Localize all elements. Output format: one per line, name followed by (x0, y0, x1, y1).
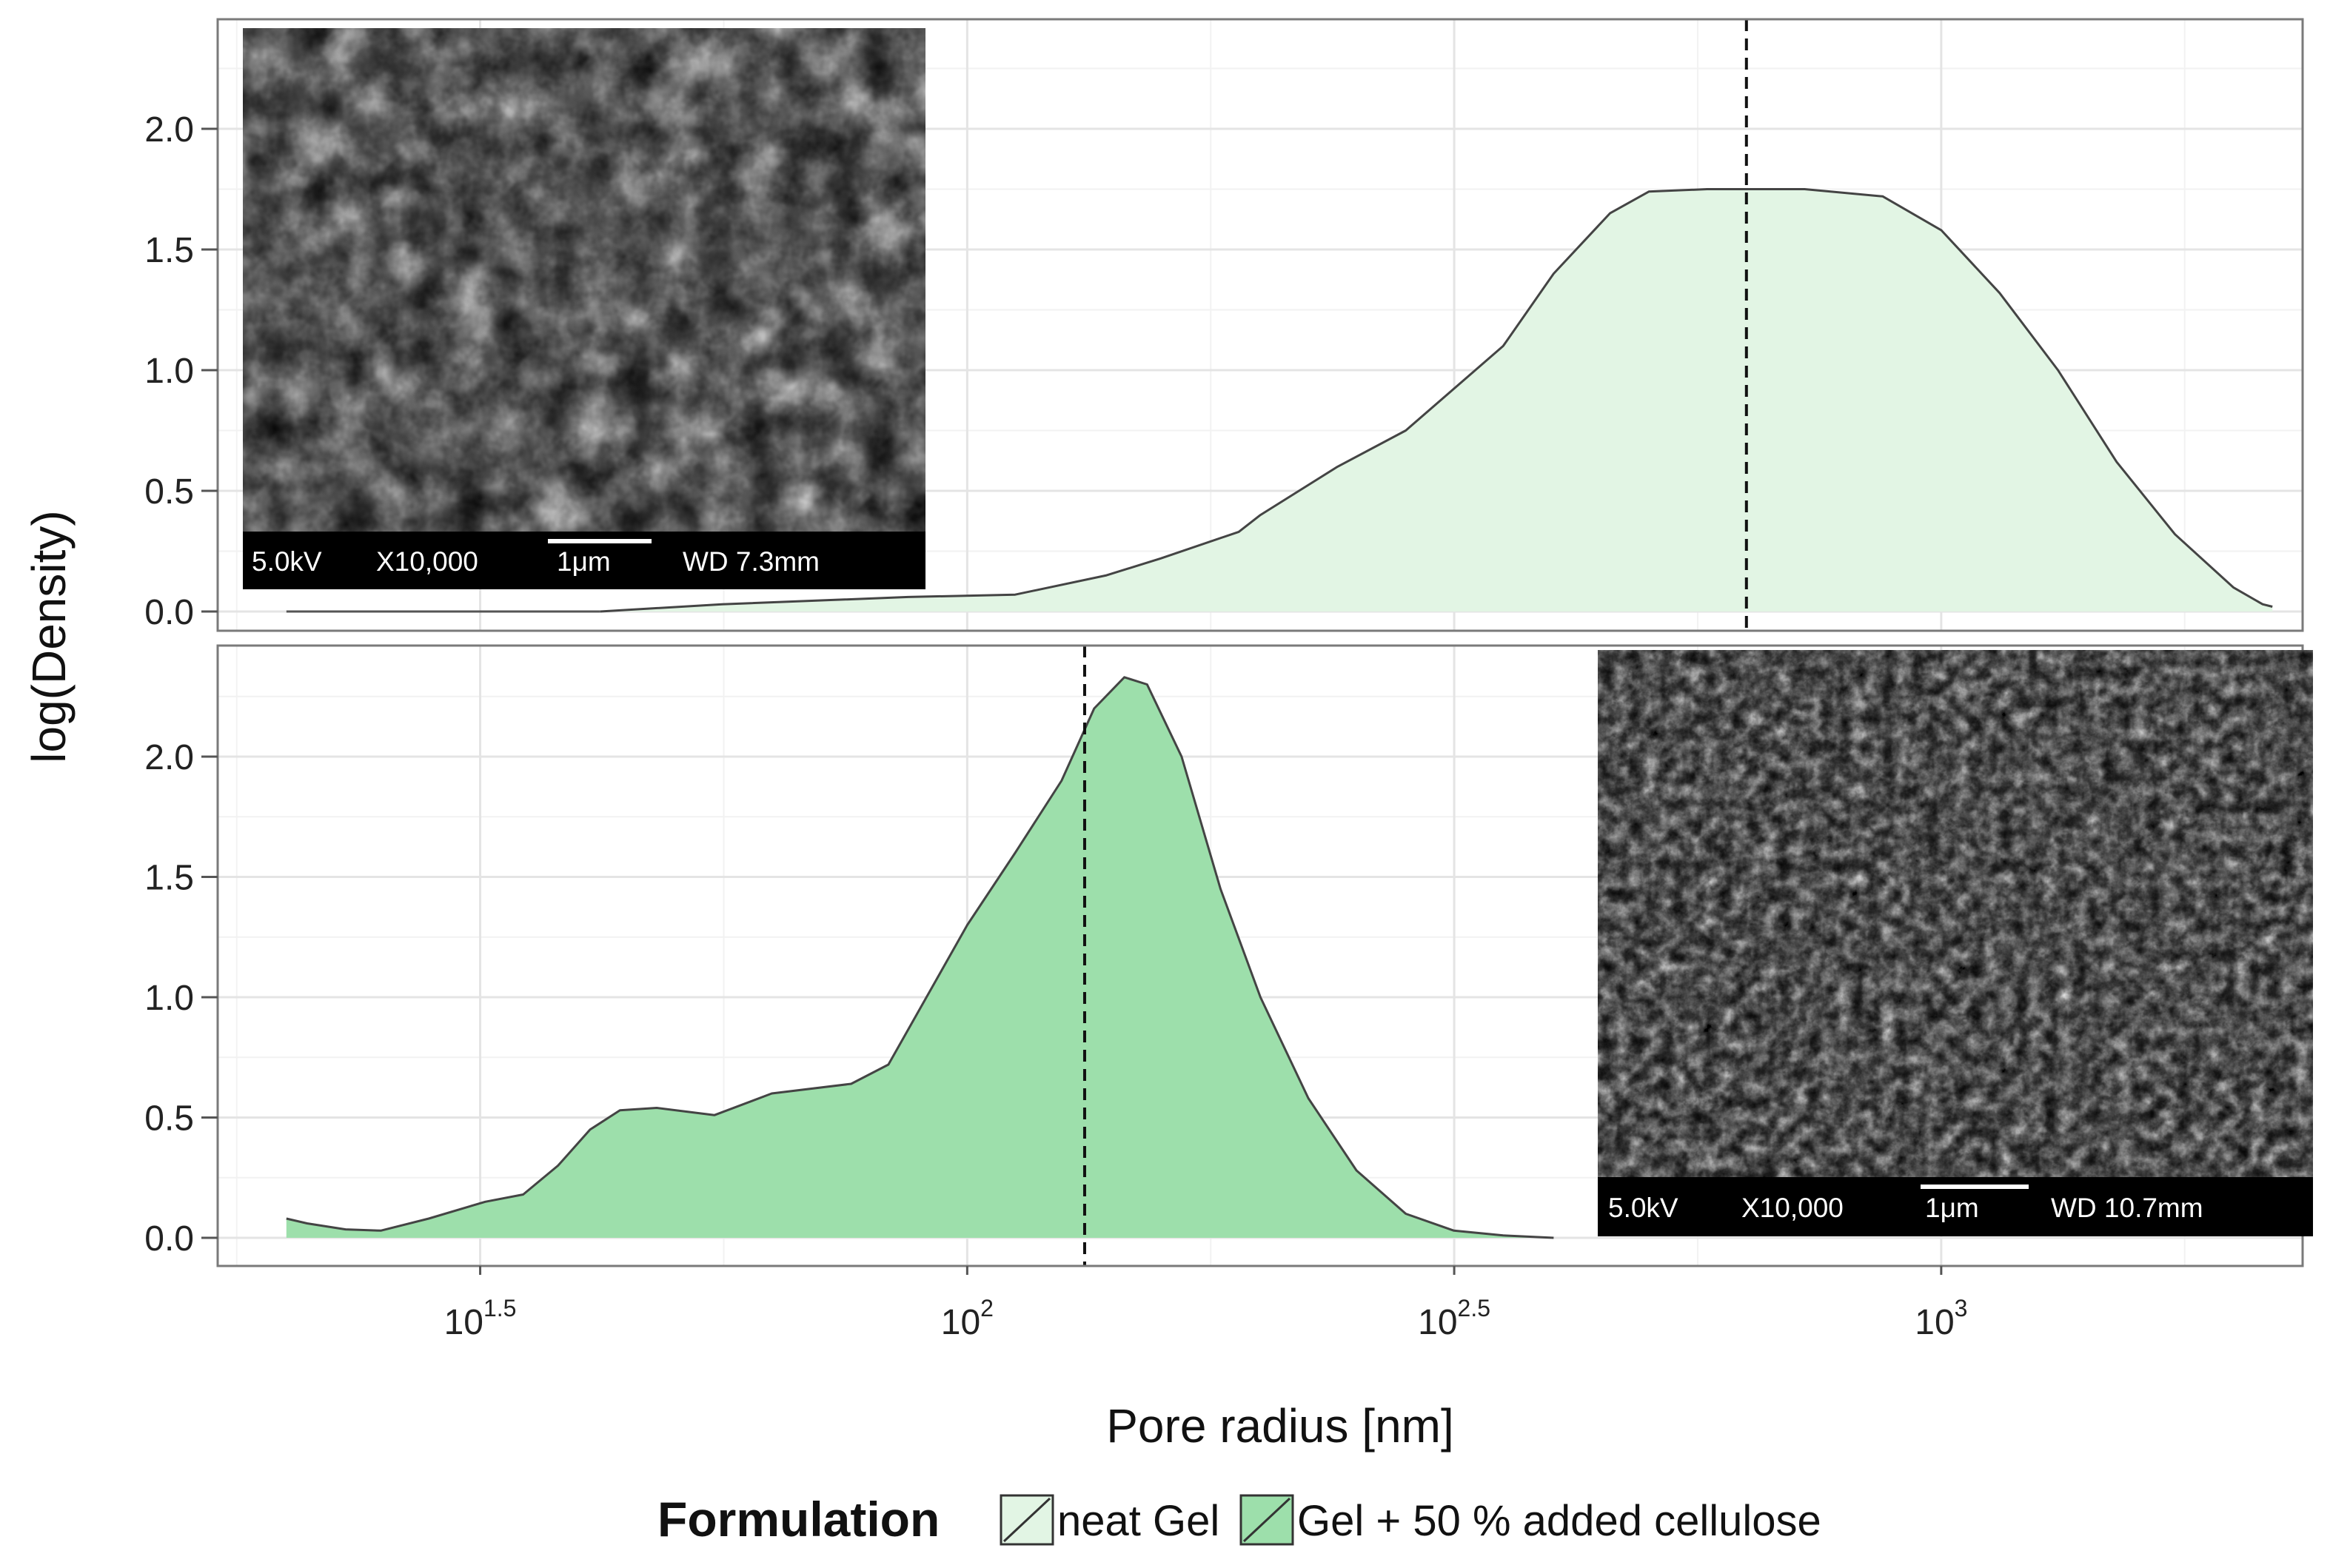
legend-title: Formulation (657, 1492, 940, 1547)
y-tick-label: 1.0 (144, 979, 194, 1018)
y-tick-labels: 0.0 0.5 1.0 1.5 2.0 0.0 0.5 1.0 1.5 2.0 (144, 110, 218, 1259)
y-axis-title: log(Density) (22, 510, 76, 763)
density-area (600, 189, 2273, 612)
sem-neat-kv: 5.0kV (252, 546, 322, 577)
sem-image-gel-cellulose: 5.0kV X10,000 1μm WD 10.7mm (1598, 650, 2313, 1236)
y-tick-label: 2.0 (144, 738, 194, 777)
x-tick-label: 102 (941, 1295, 994, 1342)
x-tick-label: 101.5 (444, 1295, 517, 1342)
density-area (286, 677, 1554, 1238)
x-tick-label: 103 (1915, 1295, 1967, 1342)
sem-cellulose-scalebar (1921, 1185, 2029, 1189)
y-tick-label: 2.0 (144, 110, 194, 150)
density-line (600, 188, 2273, 613)
y-tick-label: 1.0 (144, 352, 194, 391)
sem-neat-scalebar (548, 539, 652, 543)
legend-label-neat-gel: neat Gel (1057, 1497, 1219, 1545)
sem-cellulose-wd: WD 10.7mm (2051, 1193, 2203, 1223)
y-tick-label: 1.5 (144, 859, 194, 898)
y-tick-label: 0.0 (144, 1219, 194, 1259)
x-tick-label: 102.5 (1418, 1295, 1490, 1342)
legend-key-gel-cellulose-slash (1242, 1497, 1291, 1543)
sem-neat-mag: X10,000 (376, 546, 478, 577)
y-tick-label: 0.5 (144, 1099, 194, 1139)
sem-image-gel-cellulose-texture (1598, 650, 2313, 1177)
sem-neat-scale: 1μm (557, 546, 611, 577)
sem-cellulose-scale: 1μm (1925, 1193, 1979, 1223)
legend: Formulation neat Gel Gel + 50 % added ce… (657, 1492, 1821, 1547)
legend-key-neat-gel-slash (1002, 1497, 1051, 1543)
legend-label-gel-cellulose: Gel + 50 % added cellulose (1297, 1497, 1821, 1545)
sem-cellulose-mag: X10,000 (1741, 1193, 1844, 1223)
density-line (286, 676, 1554, 1239)
sem-image-neat-gel: 5.0kV X10,000 1μm WD 7.3mm (243, 28, 925, 589)
sem-image-neat-gel-texture (243, 28, 925, 532)
x-axis-title: Pore radius [nm] (1106, 1399, 1454, 1453)
sem-neat-wd: WD 7.3mm (683, 546, 820, 577)
y-tick-label: 1.5 (144, 231, 194, 270)
y-tick-label: 0.0 (144, 593, 194, 632)
y-tick-label: 0.5 (144, 472, 194, 512)
x-tick-labels: 101.5 102 102.5 103 (444, 1266, 1967, 1342)
sem-cellulose-kv: 5.0kV (1608, 1193, 1678, 1223)
panel-border (216, 18, 2304, 632)
